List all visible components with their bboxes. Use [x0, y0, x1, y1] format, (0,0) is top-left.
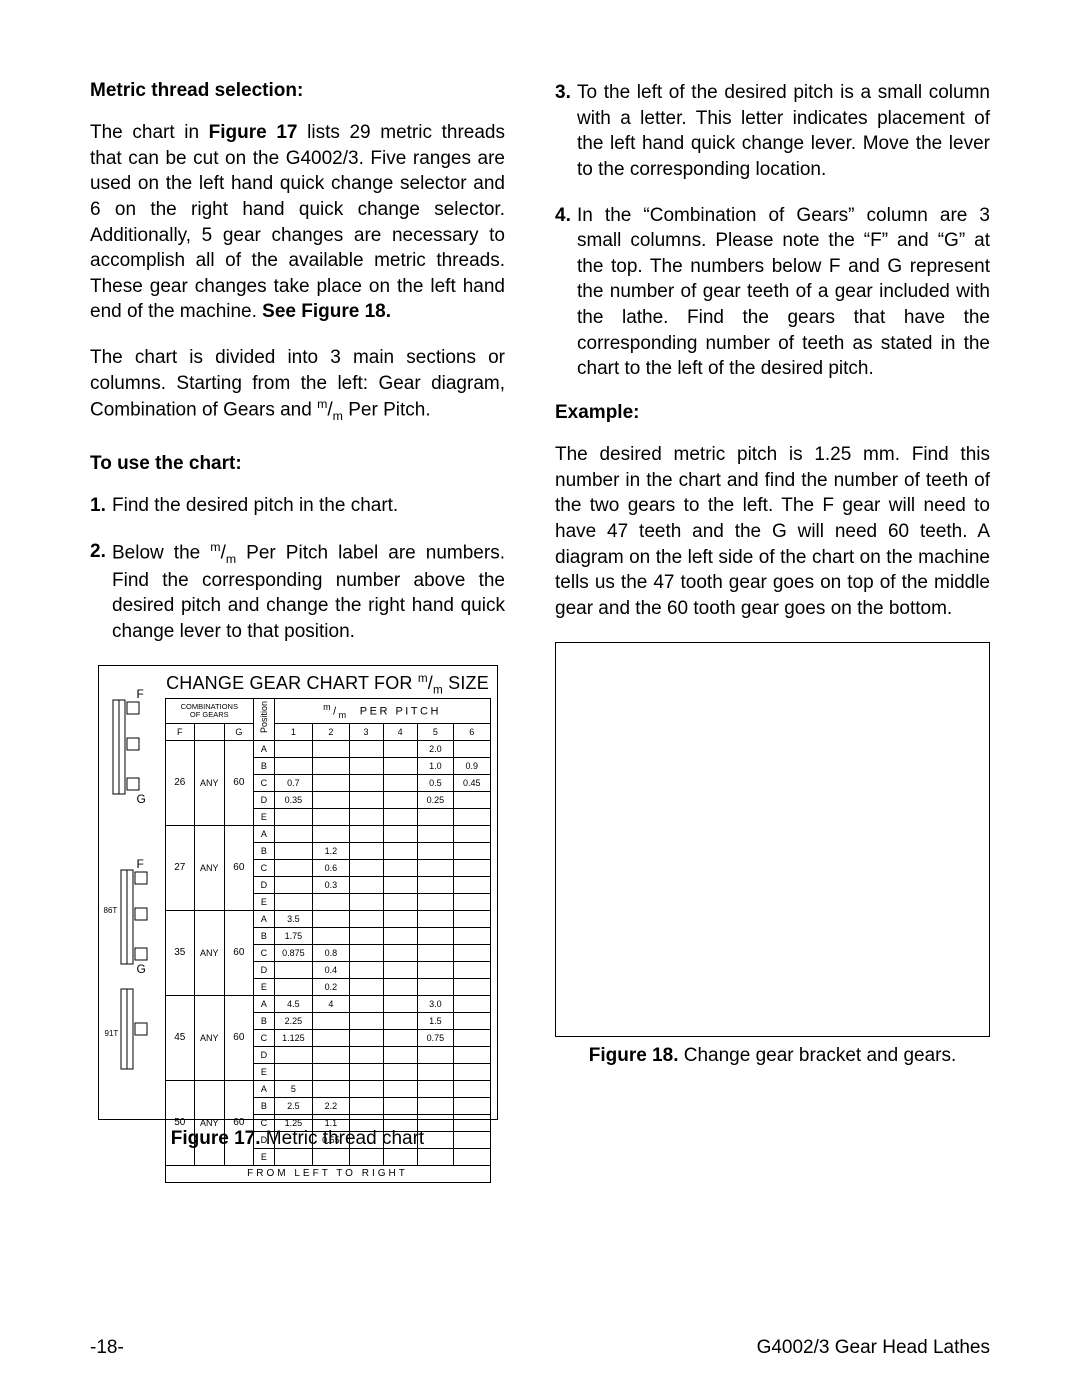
step-1-text: Find the desired pitch in the chart. [112, 495, 398, 516]
step-4-num: 4. [555, 203, 571, 229]
intro-paragraph: The chart in Figure 17 lists 29 metric t… [90, 120, 505, 325]
step-1: 1.Find the desired pitch in the chart. [112, 493, 505, 519]
right-column: 3.To the left of the desired pitch is a … [555, 80, 990, 1150]
figure18-caption: Figure 18. Change gear bracket and gears… [555, 1045, 990, 1067]
chart-title: CHANGE GEAR CHART FOR m/m SIZE [165, 672, 491, 697]
page-number: -18- [90, 1337, 124, 1359]
title-mm-sup: m [418, 672, 428, 685]
step-3-text: To the left of the desired pitch is a sm… [577, 82, 990, 180]
gear-diagram-1: F G [107, 692, 147, 802]
mm-sub: m [333, 410, 343, 424]
title-a: CHANGE GEAR CHART FOR [166, 673, 418, 693]
step-2-num: 2. [90, 539, 106, 565]
step-4: 4.In the “Combination of Gears” column a… [577, 203, 990, 382]
intro-a: The chart in [90, 122, 209, 143]
diag2-F: F [137, 857, 144, 871]
gear-diagram-column: F G F 86T G 91T [105, 672, 165, 1113]
figure17-ref: Figure 17 [209, 122, 298, 143]
diag1-G: G [137, 792, 146, 806]
example-paragraph: The desired metric pitch is 1.25 mm. Fin… [555, 442, 990, 621]
example-heading: Example: [555, 402, 990, 424]
steps-left: 1.Find the desired pitch in the chart. 2… [90, 493, 505, 644]
page-footer: -18- G4002/3 Gear Head Lathes [90, 1337, 990, 1359]
step-3-num: 3. [555, 80, 571, 106]
figure17-box: F G F 86T G 91T [98, 665, 498, 1120]
diag1-F: F [137, 687, 144, 701]
figure18-box [555, 642, 990, 1037]
use-chart-heading: To use the chart: [90, 453, 505, 475]
mm-sup2: m [210, 540, 220, 554]
figure17-block: F G F 86T G 91T [90, 665, 505, 1150]
steps-right: 3.To the left of the desired pitch is a … [555, 80, 990, 382]
fig18-text: Change gear bracket and gears. [678, 1045, 956, 1066]
sections-b: Per Pitch. [343, 400, 431, 421]
left-column: Metric thread selection: The chart in Fi… [90, 80, 505, 1150]
see-figure18: See Figure 18. [262, 301, 391, 322]
metric-thread-heading: Metric thread selection: [90, 80, 505, 102]
diag2-86T: 86T [104, 906, 118, 915]
mm-sup: m [317, 397, 327, 411]
gear-chart-table-area: CHANGE GEAR CHART FOR m/m SIZE COMBINATI… [165, 672, 491, 1113]
sections-a: The chart is divided into 3 main section… [90, 347, 505, 421]
step-4-text: In the “Combination of Gears” column are… [577, 205, 990, 380]
gear-chart-table: COMBINATIONSOF GEARSPositionm/m PER PITC… [165, 698, 491, 1183]
step-2a: Below the [112, 542, 210, 563]
doc-title: G4002/3 Gear Head Lathes [757, 1337, 990, 1359]
title-b: SIZE [443, 673, 489, 693]
step-1-num: 1. [90, 493, 106, 519]
mm-sub2: m [226, 552, 236, 566]
gear-diagram-2: F 86T G [107, 862, 155, 972]
step-2: 2.Below the m/m Per Pitch label are numb… [112, 539, 505, 645]
diag3-91T: 91T [105, 1029, 119, 1038]
sections-paragraph: The chart is divided into 3 main section… [90, 345, 505, 425]
diag2-G: G [137, 962, 146, 976]
step-3: 3.To the left of the desired pitch is a … [577, 80, 990, 183]
intro-c: lists 29 metric threads that can be cut … [90, 122, 505, 322]
gear-diagram-3: 91T [107, 985, 155, 1080]
fig18-label: Figure 18. [589, 1045, 679, 1066]
title-mm-sub: m [433, 683, 443, 696]
